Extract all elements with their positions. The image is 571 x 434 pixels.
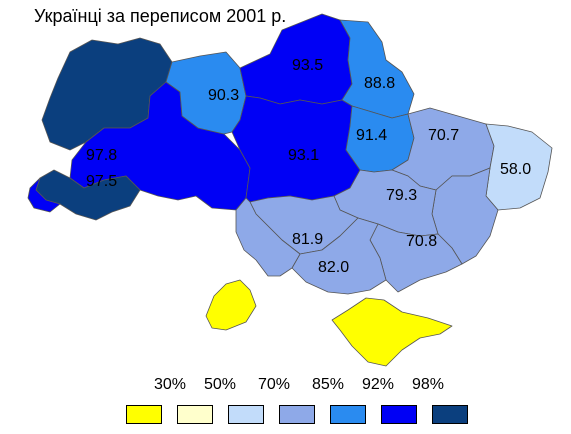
region-layer	[27, 13, 553, 367]
region-label-zhytomyr: 90.3	[208, 87, 239, 104]
region-label-kharkiv: 70.7	[428, 127, 459, 144]
region-budjak	[205, 279, 257, 331]
region-label-chernihiv: 93.5	[292, 57, 323, 74]
region-kherson	[291, 217, 387, 295]
region-label-kirovohrad: 81.9	[292, 231, 323, 248]
region-label-kherson: 82.0	[318, 259, 349, 276]
region-label-kyiv-cherkasy: 93.1	[288, 147, 319, 164]
region-label-zaporizhzhia: 70.8	[406, 233, 437, 250]
region-label-west-central: 97.8	[86, 147, 117, 164]
region-label-poltava: 91.4	[356, 127, 387, 144]
region-label-south-west: 97.5	[86, 173, 117, 190]
label-layer: 90.3 93.5 88.8 93.1 91.4 70.7 58.0 79.3 70.8 81.9…	[86, 57, 531, 276]
region-label-dnipro: 79.3	[386, 187, 417, 204]
region-crimea	[331, 297, 453, 367]
region-luhansk	[485, 123, 553, 211]
region-label-luhansk: 58.0	[500, 161, 531, 178]
map-title: Українці за переписом 2001 р.	[34, 6, 287, 26]
region-sumy	[339, 19, 415, 119]
region-odesa	[235, 197, 301, 277]
region-label-sumy: 88.8	[364, 75, 395, 92]
region-zakarpattia	[27, 177, 61, 213]
